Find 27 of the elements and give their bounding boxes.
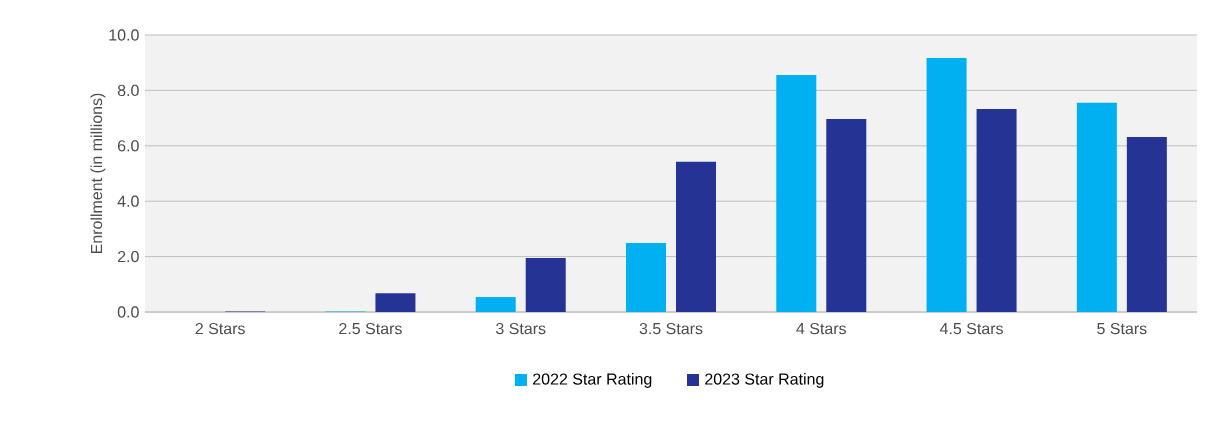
x-tick-label: 3 Stars bbox=[495, 322, 546, 335]
x-tick-label: 3.5 Stars bbox=[639, 322, 703, 335]
bar bbox=[475, 297, 516, 312]
y-tick-label: 6.0 bbox=[117, 140, 139, 152]
y-tick-label: 4.0 bbox=[117, 195, 139, 207]
x-tick-label: 2 Stars bbox=[195, 322, 245, 335]
bar bbox=[976, 108, 1017, 312]
bar bbox=[375, 293, 416, 312]
bar bbox=[826, 118, 867, 312]
bar bbox=[776, 74, 817, 312]
x-tick-label: 4 Stars bbox=[796, 322, 847, 335]
legend-label: 2022 Star Rating bbox=[533, 372, 652, 388]
y-axis-title: Enrollment (in millions) bbox=[90, 93, 106, 254]
x-tick-label: 5 Stars bbox=[1097, 322, 1147, 335]
bar bbox=[676, 161, 716, 312]
bar bbox=[1076, 102, 1117, 312]
bar bbox=[1126, 136, 1167, 312]
y-tick-label: 10.0 bbox=[109, 29, 139, 41]
bar bbox=[926, 57, 967, 312]
x-tick-label: 2.5 Stars bbox=[339, 322, 402, 335]
bar bbox=[626, 243, 666, 312]
y-tick-label: 8.0 bbox=[117, 84, 139, 97]
y-tick-label: 2.0 bbox=[117, 250, 139, 263]
x-tick-label: 4.5 Stars bbox=[939, 322, 1003, 335]
bar bbox=[525, 257, 566, 312]
y-tick-label: 0.0 bbox=[117, 306, 139, 318]
legend-label: 2023 Star Rating bbox=[705, 372, 824, 388]
